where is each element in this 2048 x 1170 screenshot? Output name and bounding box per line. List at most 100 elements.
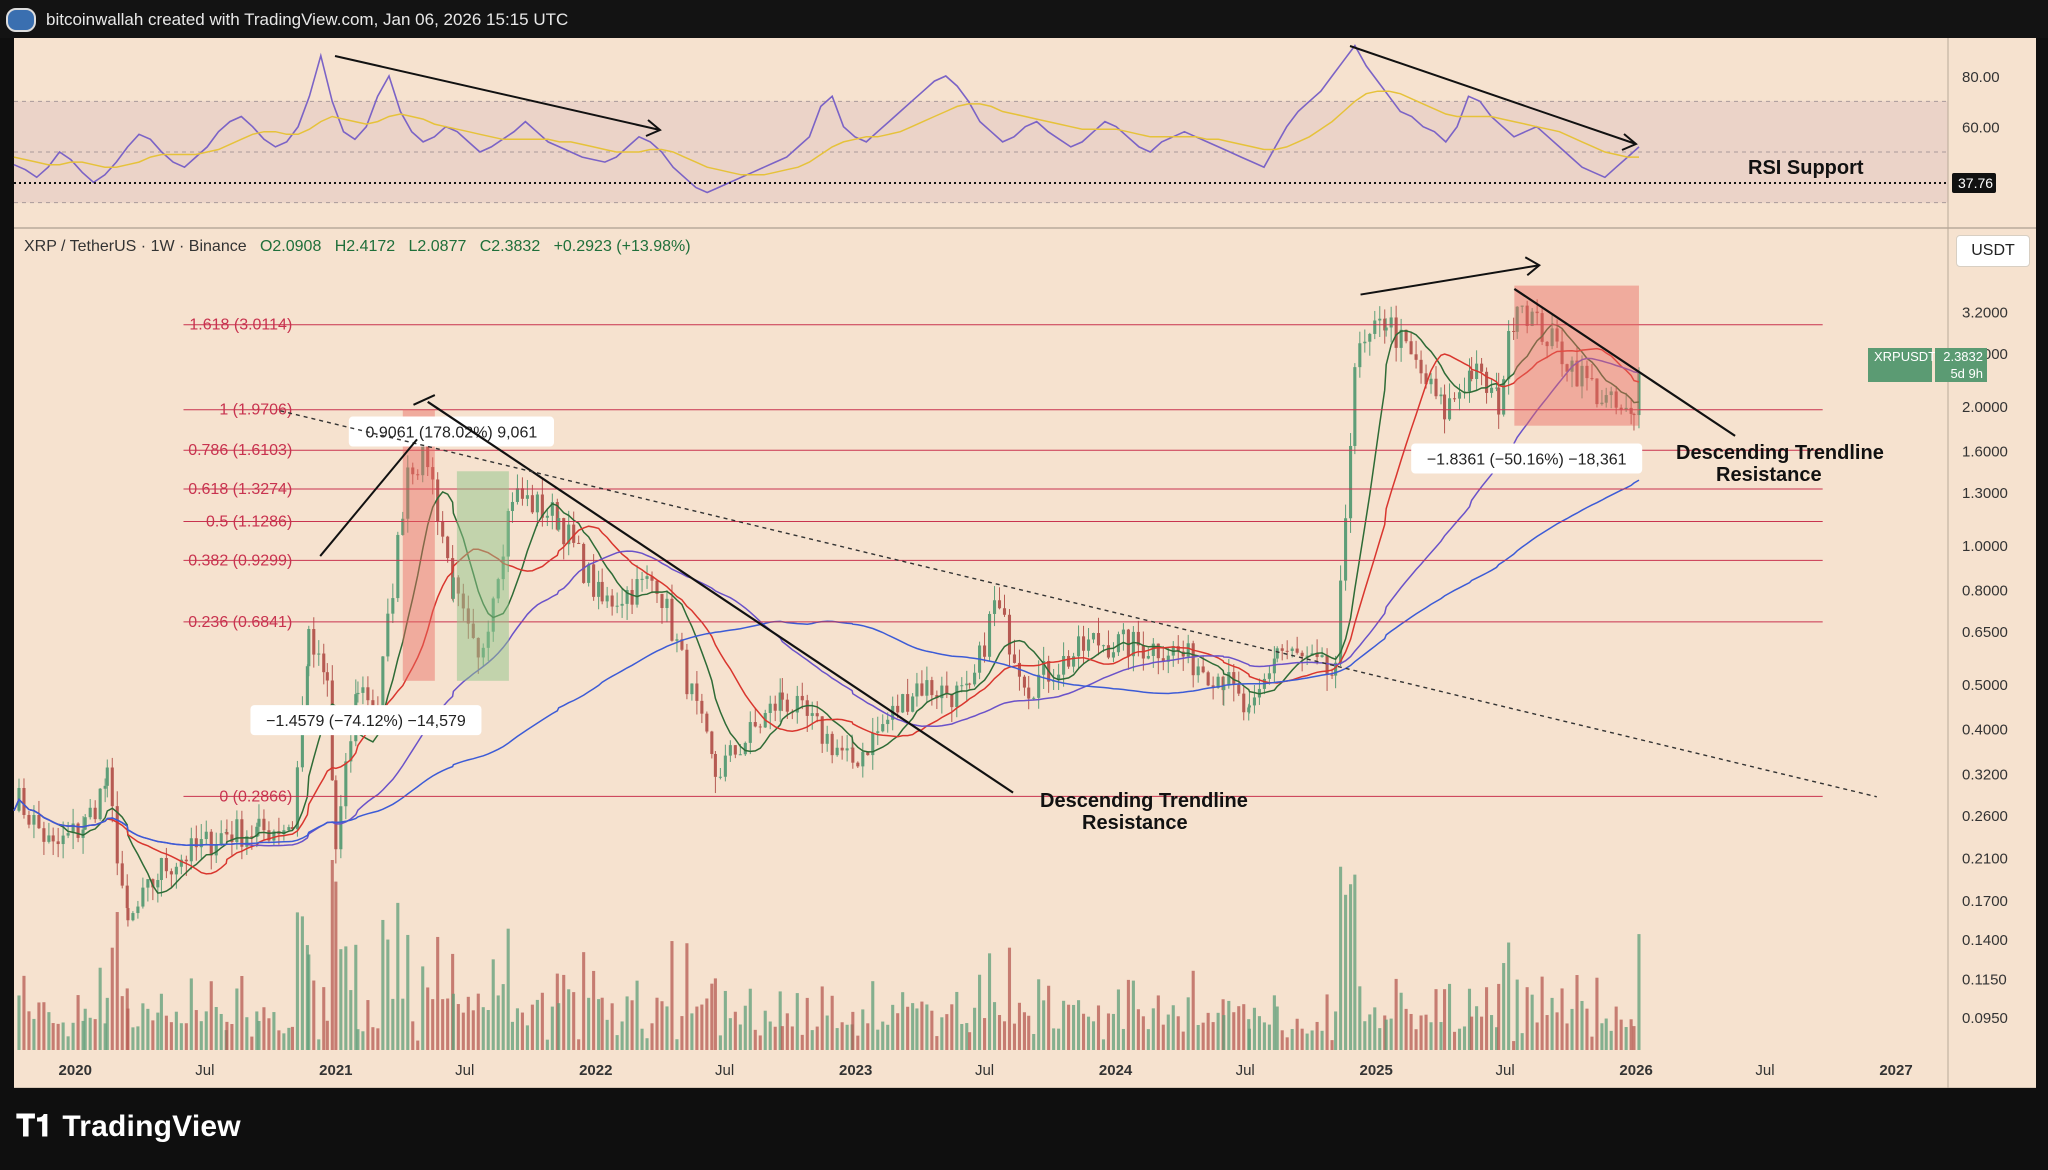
volume-bar	[660, 1001, 664, 1050]
volume-bar	[255, 1011, 259, 1050]
candle-body	[204, 831, 208, 840]
volume-bar	[1131, 980, 1135, 1050]
volume-bar	[713, 978, 717, 1050]
volume-bar	[1462, 1026, 1467, 1050]
candle-body	[738, 754, 742, 756]
currency-button[interactable]: USDT	[1956, 235, 2030, 267]
price-tick-label: 0.1400	[1962, 932, 2008, 949]
volume-bar	[992, 1002, 997, 1050]
volume-bar	[825, 1015, 829, 1050]
symbol-title[interactable]: XRP / TetherUS · 1W · Binance	[24, 238, 247, 255]
candle-body	[768, 703, 772, 713]
volume-bar	[174, 1011, 178, 1050]
volume-bar	[515, 1008, 519, 1050]
volume-bar	[317, 1039, 321, 1050]
candle-body	[800, 695, 804, 701]
candle-body	[1290, 648, 1294, 651]
price-tick-label: 3.2000	[1962, 305, 2008, 322]
candle-body	[1368, 333, 1372, 342]
volume-bar	[1535, 1022, 1539, 1050]
volume-bar	[1394, 978, 1398, 1050]
candle-body	[713, 753, 717, 777]
candle-body	[27, 814, 31, 825]
tradingview-brand[interactable]: 𝐓𝟏 TradingView	[16, 1110, 241, 1144]
price-tick-label: 0.2600	[1962, 808, 2008, 825]
volume-bar	[1378, 1028, 1382, 1050]
candle-body	[1580, 365, 1584, 387]
moving-average-purple	[13, 357, 1640, 847]
author-logo	[6, 8, 36, 32]
volume-bar	[930, 1010, 934, 1050]
volume-bar	[1575, 975, 1579, 1050]
moving-average-red	[13, 347, 1640, 875]
volume-bar	[277, 1030, 281, 1050]
volume-bar	[525, 1025, 529, 1050]
candle-body	[886, 719, 890, 725]
volume-bar	[1414, 1029, 1418, 1050]
volume-bar	[535, 999, 539, 1050]
symbol-price-tag: XRPUSDT	[1868, 348, 1936, 382]
volume-bar	[169, 1022, 173, 1050]
candle-body	[1091, 633, 1096, 640]
volume-bar	[1247, 1028, 1251, 1050]
price-tick-label: 0.1700	[1962, 893, 2008, 910]
volume-bar	[1485, 987, 1489, 1050]
candle-body	[1280, 648, 1284, 651]
candle-body	[199, 839, 203, 848]
volume-bar	[1424, 1014, 1428, 1050]
volume-bar	[1443, 989, 1447, 1050]
footer	[0, 1088, 2048, 1170]
bar-countdown: 5d 9h	[1950, 366, 1983, 381]
volume-bar	[446, 998, 450, 1050]
candle-body	[1490, 387, 1494, 393]
volume-bar	[810, 1030, 814, 1050]
candle-body	[436, 479, 440, 522]
candle-body	[856, 762, 860, 767]
volume-bar	[780, 1026, 784, 1050]
candle-body	[930, 680, 934, 696]
volume-bar	[1101, 1039, 1106, 1050]
last-price-value: 2.3832	[1943, 349, 1983, 364]
candle-body	[1494, 387, 1499, 389]
candle-body	[245, 836, 249, 847]
volume-bar	[466, 996, 470, 1050]
volume-bar	[655, 997, 659, 1050]
candle-body	[1629, 407, 1633, 414]
candle-body	[240, 819, 244, 847]
candle-body	[356, 692, 360, 695]
candle-body	[1227, 672, 1231, 686]
volume-bar	[307, 954, 311, 1050]
time-tick-label: Jul	[975, 1062, 994, 1079]
volume-bar	[1632, 1026, 1636, 1050]
time-tick-label: 2027	[1879, 1062, 1912, 1079]
volume-bar	[330, 860, 334, 1050]
volume-bar	[866, 1023, 870, 1050]
candle-body	[1334, 662, 1338, 676]
candle-body	[262, 818, 266, 831]
candle-body	[1151, 643, 1155, 656]
volume-bar	[1042, 1000, 1046, 1050]
candle-body	[881, 724, 885, 732]
volume-bar	[219, 1013, 223, 1050]
trendline-annotation-1-line1: Descending Trendline	[1040, 790, 1248, 812]
volume-bar	[1201, 1022, 1205, 1050]
candle-body	[189, 838, 193, 862]
volume-bar	[705, 998, 709, 1050]
candle-body	[235, 819, 239, 843]
volume-bar	[179, 1023, 183, 1050]
candle-body	[525, 495, 529, 499]
volume-bar	[945, 1014, 949, 1050]
candle-body	[305, 666, 309, 710]
rsi-line	[13, 44, 1640, 194]
volume-bar	[411, 1021, 415, 1050]
candle-body	[950, 694, 954, 708]
candle-body	[1609, 391, 1613, 396]
volume-bar	[1227, 1000, 1231, 1050]
volume-bar	[748, 988, 752, 1050]
candle-body	[174, 866, 178, 875]
volume-bar	[815, 1026, 819, 1050]
volume-bar	[1368, 1014, 1372, 1050]
candle-body	[411, 467, 415, 475]
volume-bar	[189, 978, 193, 1050]
volume-bar	[728, 1018, 732, 1050]
